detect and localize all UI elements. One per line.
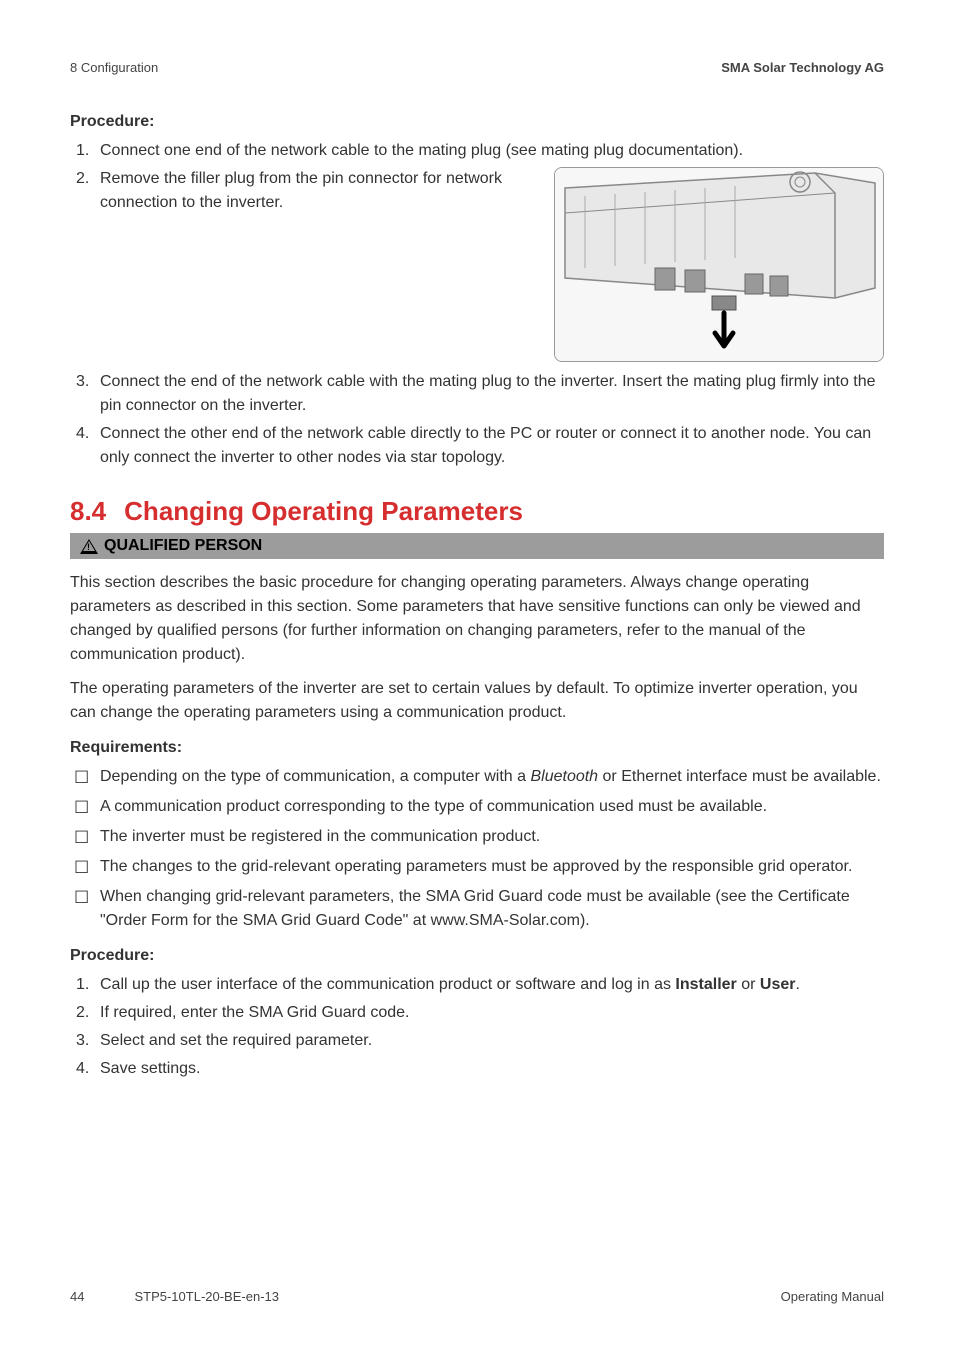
footer-right: Operating Manual bbox=[781, 1289, 884, 1304]
header-right: SMA Solar Technology AG bbox=[721, 60, 884, 75]
p2s1-b1: Installer bbox=[675, 976, 736, 993]
p2s1-b2: User bbox=[760, 976, 796, 993]
section-heading-84: 8.4 Changing Operating Parameters bbox=[70, 496, 884, 527]
p2s1-mid: or bbox=[737, 976, 760, 993]
requirements-list: Depending on the type of communication, … bbox=[70, 765, 884, 933]
procedure-list-1b: Remove the filler plug from the pin conn… bbox=[70, 167, 534, 215]
procedure-list-1: Connect one end of the network cable to … bbox=[70, 139, 884, 163]
p2s1-pre: Call up the user interface of the commun… bbox=[100, 976, 675, 993]
procedure-heading-2: Procedure: bbox=[70, 947, 884, 965]
requirements-heading: Requirements: bbox=[70, 739, 884, 757]
procedure-list-2: Call up the user interface of the commun… bbox=[70, 973, 884, 1081]
step2-row: Remove the filler plug from the pin conn… bbox=[70, 167, 884, 362]
req1-italic: Bluetooth bbox=[530, 768, 598, 785]
footer-left: 44 STP5-10TL-20-BE-en-13 bbox=[70, 1289, 279, 1304]
list-item: Save settings. bbox=[100, 1057, 884, 1081]
list-item: The changes to the grid-relevant operati… bbox=[100, 855, 884, 879]
doc-id: STP5-10TL-20-BE-en-13 bbox=[134, 1289, 279, 1304]
inverter-svg-icon bbox=[555, 168, 884, 362]
procedure-list-1c: Connect the end of the network cable wit… bbox=[70, 370, 884, 470]
section-number: 8.4 bbox=[70, 496, 106, 526]
page-header: 8 Configuration SMA Solar Technology AG bbox=[70, 60, 884, 75]
page-number: 44 bbox=[70, 1289, 84, 1304]
list-item: Connect the other end of the network cab… bbox=[100, 422, 884, 470]
req1-pre: Depending on the type of communication, … bbox=[100, 768, 530, 785]
req1-post: or Ethernet interface must be available. bbox=[598, 768, 881, 785]
section-para-2: The operating parameters of the inverter… bbox=[70, 677, 884, 725]
section-title: Changing Operating Parameters bbox=[124, 496, 523, 526]
list-item: Call up the user interface of the commun… bbox=[100, 973, 884, 997]
warning-triangle-icon: ! bbox=[80, 539, 98, 554]
procedure-heading-1: Procedure: bbox=[70, 113, 884, 131]
header-left: 8 Configuration bbox=[70, 60, 158, 75]
list-item: A communication product corresponding to… bbox=[100, 795, 884, 819]
list-item: Remove the filler plug from the pin conn… bbox=[100, 167, 534, 215]
list-item: Select and set the required parameter. bbox=[100, 1029, 884, 1053]
list-item: The inverter must be registered in the c… bbox=[100, 825, 884, 849]
page-footer: 44 STP5-10TL-20-BE-en-13 Operating Manua… bbox=[70, 1289, 884, 1304]
section-para-1: This section describes the basic procedu… bbox=[70, 571, 884, 667]
list-item: If required, enter the SMA Grid Guard co… bbox=[100, 1001, 884, 1025]
qualified-person-banner: ! QUALIFIED PERSON bbox=[70, 533, 884, 559]
list-item: Connect the end of the network cable wit… bbox=[100, 370, 884, 418]
inverter-illustration bbox=[554, 167, 884, 362]
list-item: When changing grid-relevant parameters, … bbox=[100, 885, 884, 933]
p2s1-post: . bbox=[795, 976, 799, 993]
list-item: Depending on the type of communication, … bbox=[100, 765, 884, 789]
banner-text: QUALIFIED PERSON bbox=[104, 537, 262, 555]
list-item: Connect one end of the network cable to … bbox=[100, 139, 884, 163]
